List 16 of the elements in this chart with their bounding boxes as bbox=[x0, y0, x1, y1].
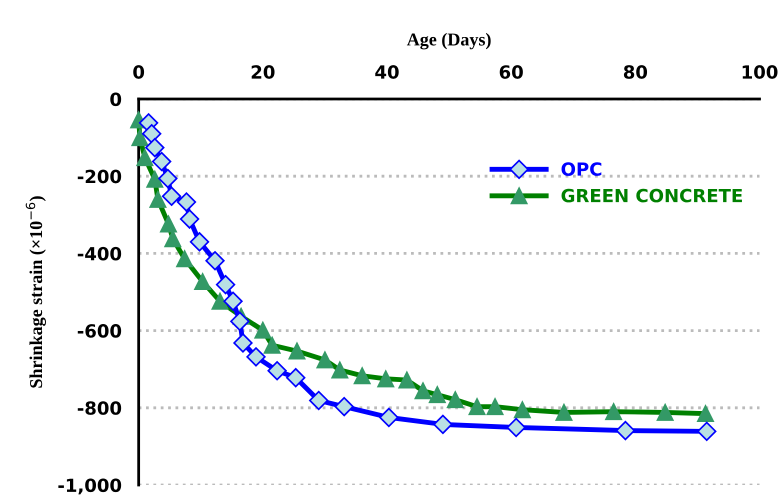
x-tick-label: 40 bbox=[375, 65, 399, 79]
x-tick-label: 0 bbox=[133, 65, 144, 79]
y-tick-label: -600 bbox=[78, 324, 122, 338]
y-axis-title: Shrinkage strain (×10$^{−6}$) bbox=[26, 196, 46, 388]
y-tick-label: -1,000 bbox=[58, 478, 122, 494]
x-tick-label: 20 bbox=[252, 65, 275, 79]
y-tick-label: -800 bbox=[78, 401, 122, 415]
legend-label: GREEN CONCRETE bbox=[562, 188, 742, 202]
x-tick-label: 100 bbox=[742, 65, 778, 79]
x-axis-title: Age (Days) bbox=[406, 32, 491, 50]
x-tick-label: 80 bbox=[624, 65, 648, 79]
legend-label: OPC bbox=[562, 162, 602, 176]
x-tick-label: 60 bbox=[500, 65, 523, 79]
y-tick-label: 0 bbox=[110, 92, 122, 106]
y-tick-label: -200 bbox=[78, 170, 122, 184]
y-tick-label: -400 bbox=[78, 246, 122, 261]
